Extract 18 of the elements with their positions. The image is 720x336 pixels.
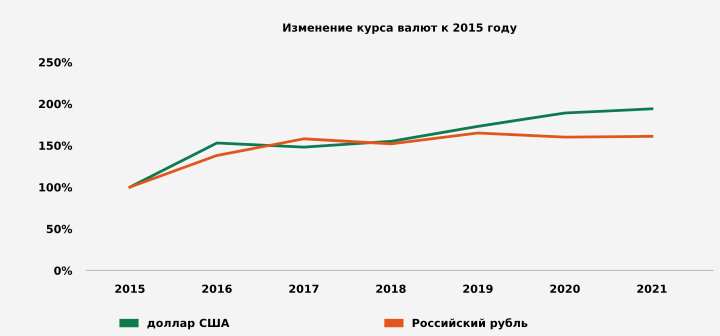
- x-tick-label: 2020: [550, 284, 580, 293]
- x-tick-label: 2017: [289, 284, 318, 293]
- chart-title: Изменение курса валют к 2015 году: [283, 23, 517, 34]
- x-tick-label: 2016: [202, 284, 232, 293]
- line-series: [128, 107, 654, 189]
- y-tick-label: 50%: [46, 224, 72, 234]
- y-tick-label: 200%: [39, 100, 72, 108]
- x-tick-label: 2019: [463, 284, 493, 293]
- y-tick-label: 150%: [39, 141, 72, 150]
- x-tick-label: 2021: [637, 284, 667, 293]
- y-tick-label: 100%: [39, 183, 72, 192]
- y-tick-label: 250%: [39, 58, 72, 67]
- x-tick-label: 2018: [376, 284, 406, 293]
- line-series: [128, 132, 654, 189]
- legend-label: Российский рубль: [412, 318, 528, 330]
- y-tick-label: 0%: [54, 266, 72, 275]
- x-tick-label: 2015: [115, 284, 145, 293]
- legend-label: доллар США: [147, 318, 230, 330]
